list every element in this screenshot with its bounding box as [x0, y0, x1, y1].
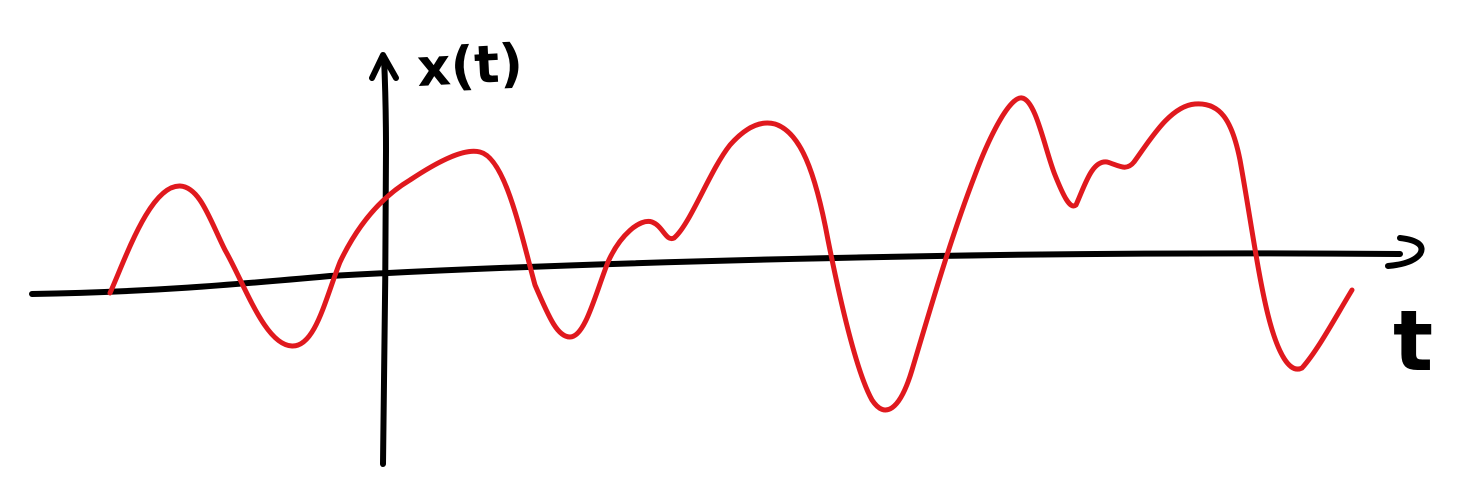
signal-curve [107, 95, 1355, 413]
amplitude-axis-arrowhead [369, 52, 399, 81]
x-axis-label: t [1393, 292, 1433, 390]
time-axis [29, 250, 1403, 297]
amplitude-axis [380, 55, 389, 467]
y-axis-label: x(t) [416, 34, 525, 99]
time-axis-arrowhead [1385, 235, 1425, 269]
